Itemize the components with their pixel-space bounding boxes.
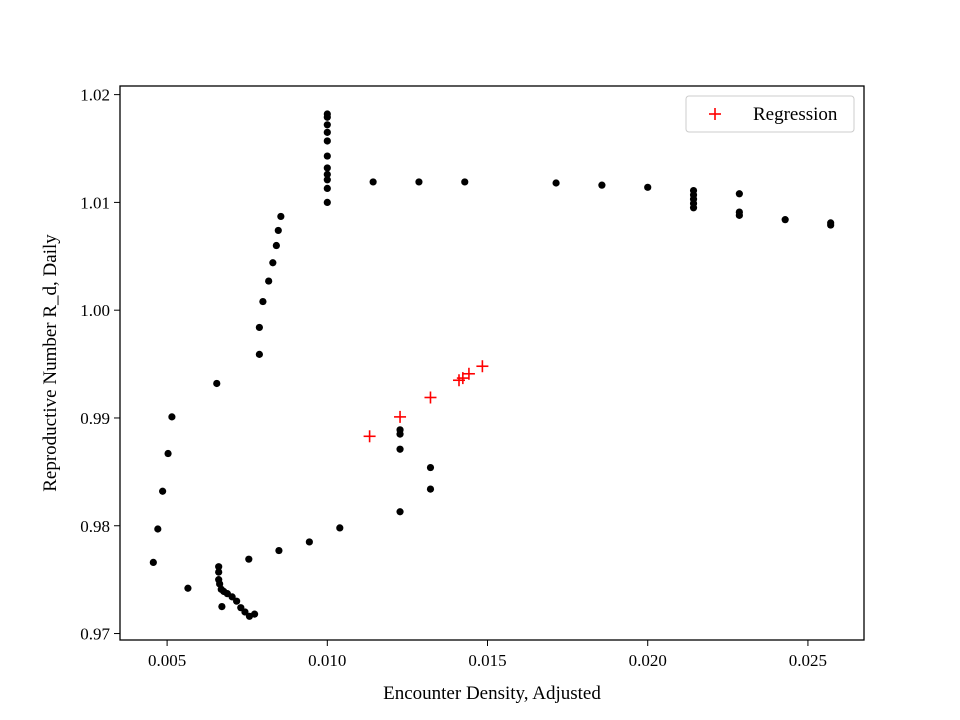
plot-area xyxy=(120,86,864,640)
data-point xyxy=(461,178,469,186)
y-tick-label: 0.97 xyxy=(80,625,110,644)
data-point xyxy=(265,277,273,285)
data-point xyxy=(396,426,404,434)
x-axis-ticks: 0.005 0.010 0.015 0.020 0.025 xyxy=(148,640,827,670)
data-point xyxy=(426,485,435,493)
data-point xyxy=(735,211,743,219)
x-tick-label: 0.010 xyxy=(308,651,346,670)
data-point xyxy=(369,178,377,186)
regression-point xyxy=(476,360,489,373)
data-point xyxy=(735,190,743,198)
data-point xyxy=(323,164,331,172)
data-point xyxy=(149,558,157,566)
data-point xyxy=(269,259,277,267)
data-point xyxy=(241,608,249,616)
data-point xyxy=(245,555,253,563)
data-point xyxy=(168,413,176,421)
data-point xyxy=(323,128,331,136)
data-point xyxy=(305,538,313,546)
y-tick-label: 0.98 xyxy=(80,517,110,536)
data-point xyxy=(827,221,835,229)
data-point xyxy=(159,487,167,495)
data-point xyxy=(323,137,331,145)
x-tick-label: 0.020 xyxy=(629,651,667,670)
data-point xyxy=(164,449,172,458)
data-point xyxy=(272,241,280,250)
data-point xyxy=(689,204,698,212)
data-point xyxy=(154,525,162,533)
data-point xyxy=(323,198,331,207)
data-point xyxy=(781,216,789,224)
data-point xyxy=(255,323,263,332)
data-point xyxy=(233,597,241,605)
y-axis-ticks: 0.97 0.98 0.99 1.00 1.01 1.02 xyxy=(80,86,120,644)
legend-marker-regression xyxy=(709,108,721,120)
y-tick-label: 0.99 xyxy=(80,409,110,428)
data-point xyxy=(184,584,192,592)
data-point xyxy=(250,610,259,618)
data-point xyxy=(323,152,331,160)
data-point xyxy=(323,184,331,192)
data-point xyxy=(323,170,331,178)
regression-point xyxy=(462,367,475,380)
regression-point xyxy=(456,372,469,385)
data-point xyxy=(228,593,236,601)
data-point xyxy=(255,350,263,358)
data-point xyxy=(275,546,283,555)
data-point xyxy=(552,179,560,187)
x-tick-label: 0.015 xyxy=(468,651,506,670)
y-axis-label: Reproductive Number R_d, Daily xyxy=(40,234,61,492)
x-axis-label: Encounter Density, Adjusted xyxy=(383,683,601,704)
data-point xyxy=(259,297,267,306)
data-point xyxy=(323,113,331,121)
y-tick-label: 1.02 xyxy=(80,86,110,105)
data-point xyxy=(274,226,282,235)
regression-point xyxy=(394,410,407,423)
data-point xyxy=(215,563,223,571)
data-point xyxy=(644,183,652,191)
data-point xyxy=(323,121,331,129)
x-tick-label: 0.005 xyxy=(148,651,186,670)
data-point xyxy=(277,212,285,221)
data-point xyxy=(218,602,226,611)
data-point xyxy=(598,181,606,189)
data-point xyxy=(213,379,221,388)
data-point xyxy=(336,524,344,532)
data-point xyxy=(415,178,423,186)
data-point xyxy=(215,568,223,576)
y-tick-label: 1.00 xyxy=(80,301,110,320)
data-point xyxy=(323,176,331,184)
regression-point xyxy=(363,430,376,443)
y-tick-label: 1.01 xyxy=(80,193,110,212)
data-point xyxy=(396,508,404,516)
data-point xyxy=(426,463,435,472)
data-points xyxy=(149,110,835,620)
x-tick-label: 0.025 xyxy=(789,651,827,670)
legend-label-regression: Regression xyxy=(753,104,838,125)
legend-box xyxy=(685,95,855,133)
data-point xyxy=(396,445,404,453)
axes-frame xyxy=(119,85,865,641)
regression-point xyxy=(424,391,437,404)
legend: Regression xyxy=(685,95,855,133)
